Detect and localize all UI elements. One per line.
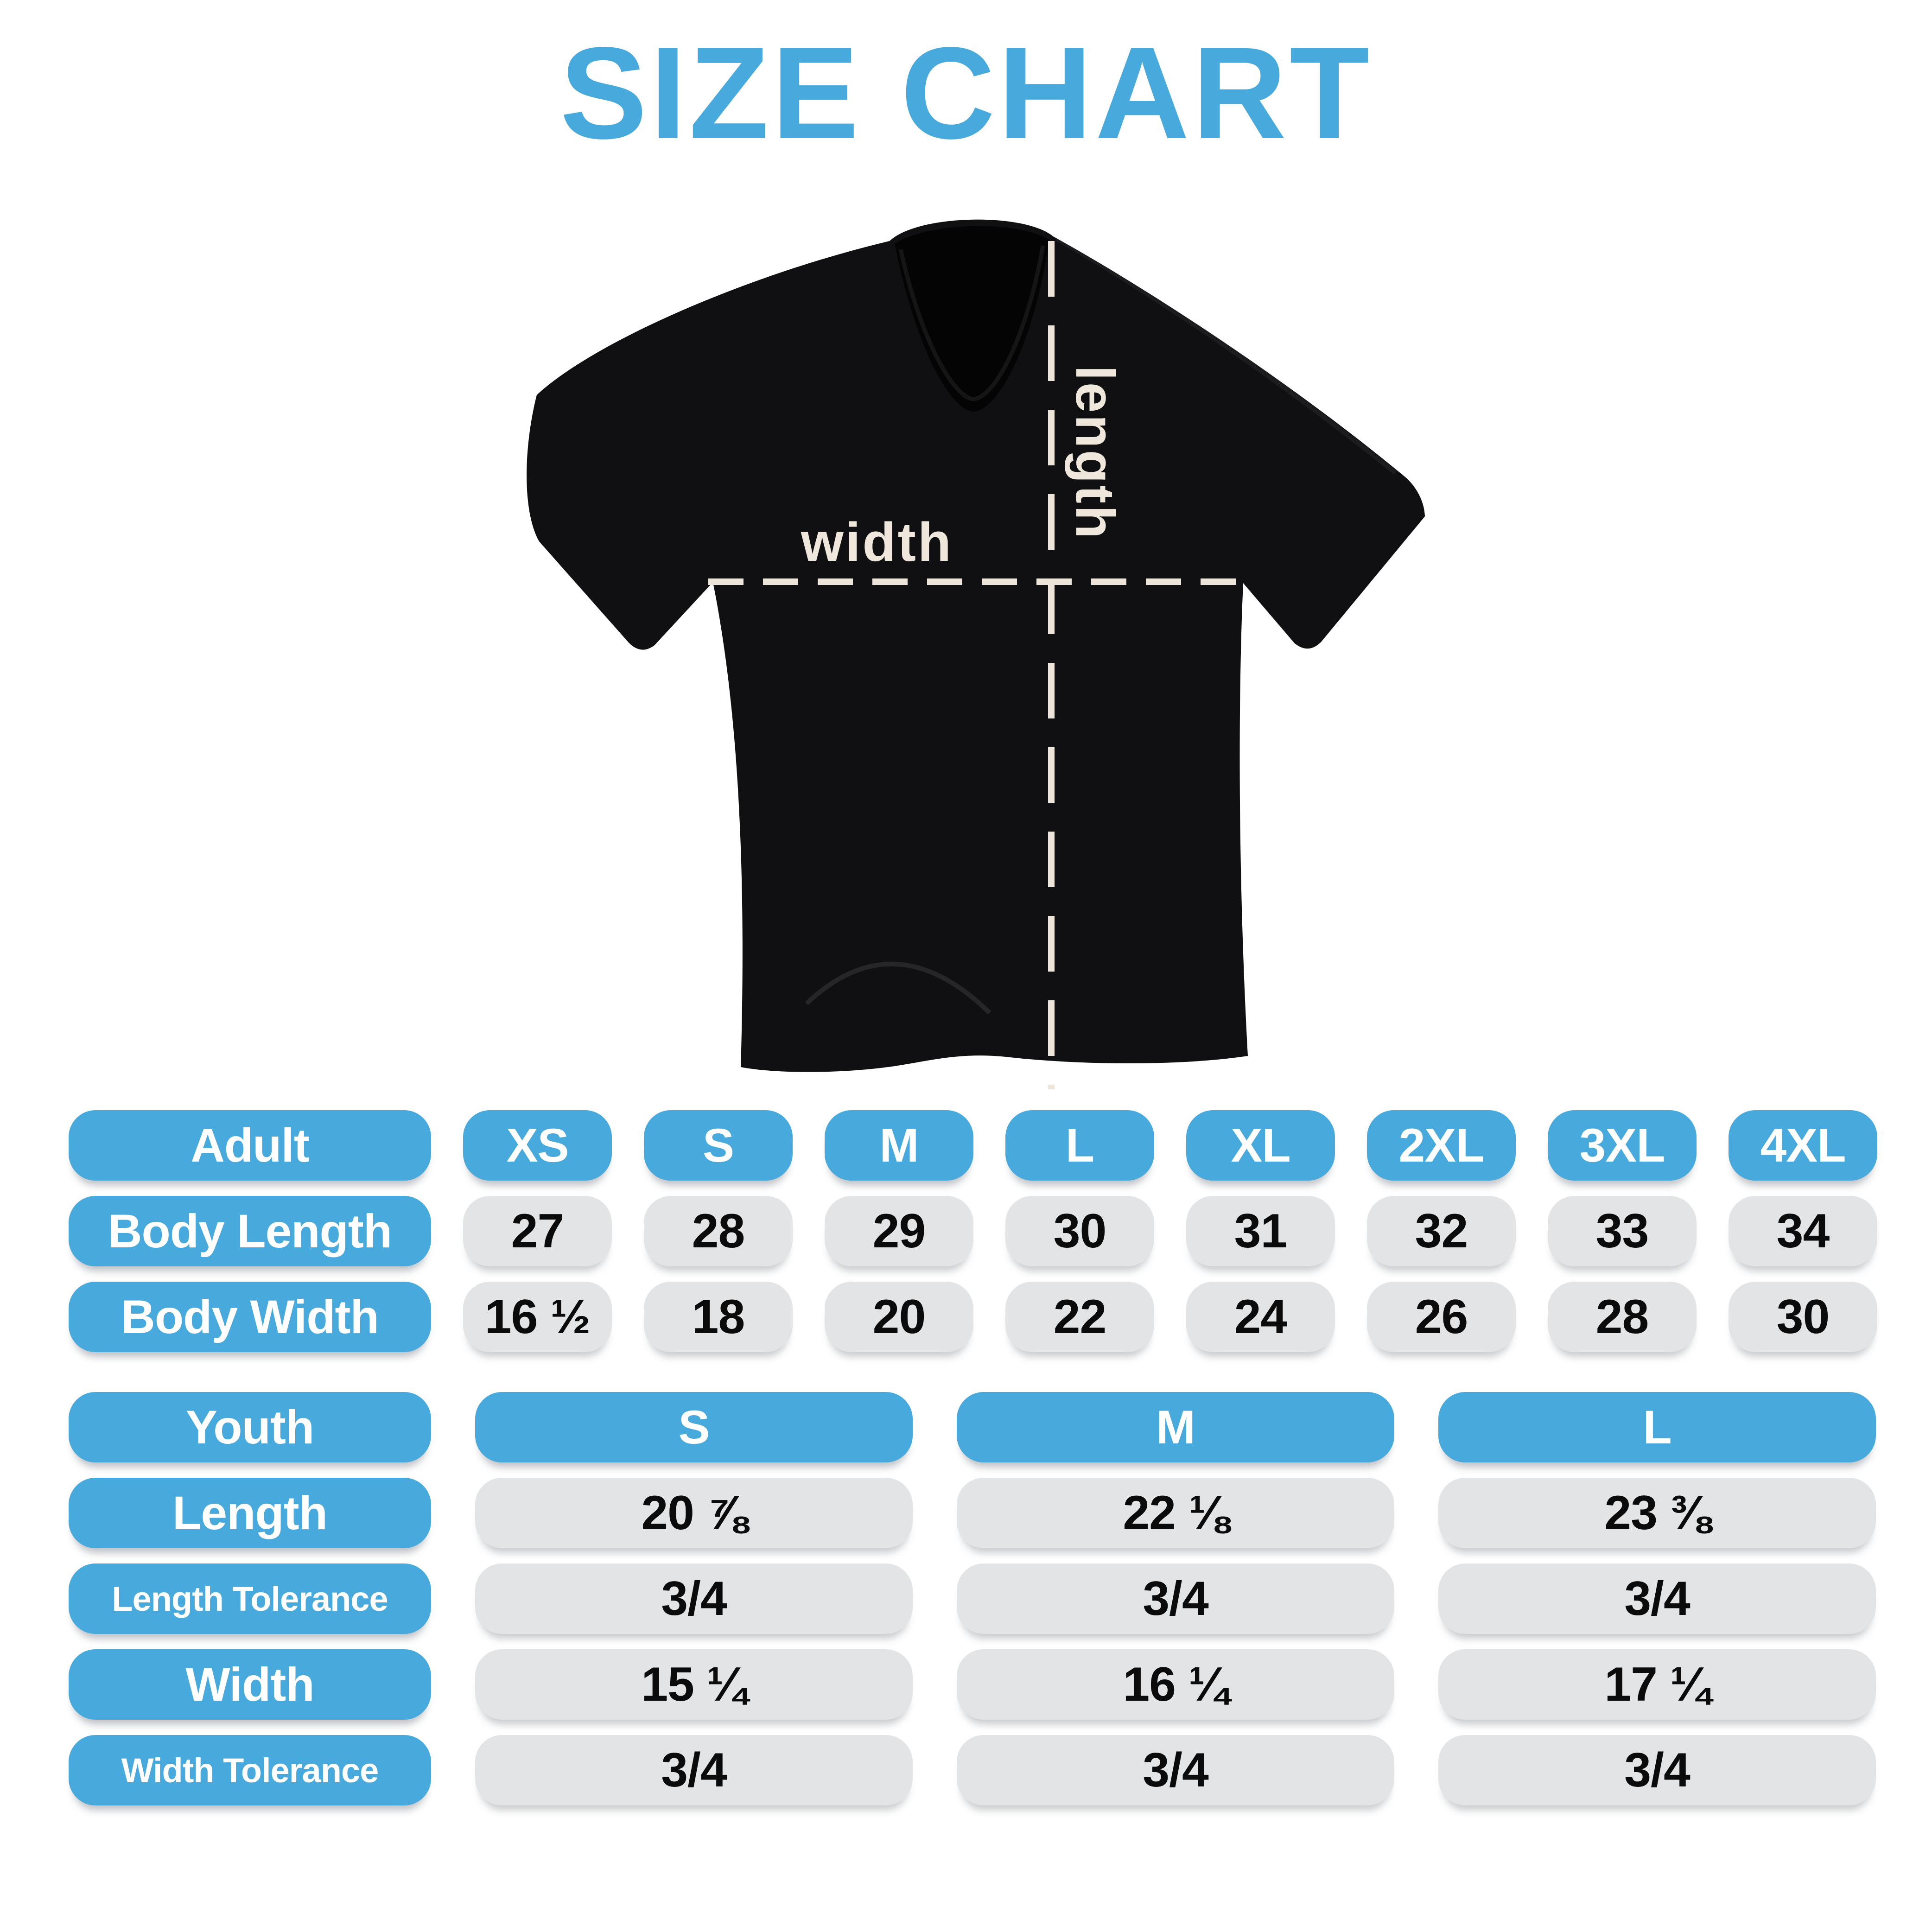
body-width-value-xl: 24 [1186, 1282, 1335, 1352]
collar-band-seam [898, 245, 1045, 401]
tshirt-diagram: width length [487, 195, 1460, 1099]
body-width-value-l: 22 [1005, 1282, 1154, 1352]
body-length-value-xs: 27 [463, 1196, 612, 1266]
youth-width-value-l: 17 ¼ [1438, 1649, 1876, 1720]
body-length-value-s: 28 [644, 1196, 793, 1266]
adult-header-3xl: 3XL [1548, 1110, 1697, 1181]
youth-width-value-m: 16 ¼ [957, 1649, 1394, 1720]
body-length-value-xl: 31 [1186, 1196, 1335, 1266]
adult-header-2xl: 2XL [1367, 1110, 1516, 1181]
adult-size-table: Adult XS S M L XL 2XL 3XL 4XL Body Lengt… [69, 1110, 1877, 1352]
adult-header-xs: XS [463, 1110, 612, 1181]
adult-row-label-body-width: Body Width [69, 1282, 431, 1352]
adult-header-l: L [1005, 1110, 1154, 1181]
body-width-value-m: 20 [825, 1282, 973, 1352]
youth-width-tolerance-value-s: 3/4 [475, 1735, 913, 1805]
adult-header-s: S [644, 1110, 793, 1181]
shoulder-highlight [1055, 236, 1397, 475]
youth-length-value-m: 22 ⅛ [957, 1478, 1394, 1548]
youth-header-l: L [1438, 1392, 1876, 1462]
body-width-value-4xl: 30 [1729, 1282, 1877, 1352]
youth-header-s: S [475, 1392, 913, 1462]
body-width-value-s: 18 [644, 1282, 793, 1352]
body-width-value-xs: 16 ½ [463, 1282, 612, 1352]
youth-width-tolerance-value-m: 3/4 [957, 1735, 1394, 1805]
adult-header-xl: XL [1186, 1110, 1335, 1181]
youth-width-tolerance-value-l: 3/4 [1438, 1735, 1876, 1805]
collar-opening [895, 226, 1049, 412]
youth-size-table: Youth S M L Length 20 ⅞ 22 ⅛ 23 ⅜ Length… [69, 1392, 1876, 1805]
hem-fold [805, 961, 991, 1015]
youth-length-value-s: 20 ⅞ [475, 1478, 913, 1548]
width-label: width [801, 512, 953, 573]
adult-table-corner: Adult [69, 1110, 431, 1181]
body-length-value-l: 30 [1005, 1196, 1154, 1266]
body-length-value-2xl: 32 [1367, 1196, 1516, 1266]
youth-length-tolerance-value-s: 3/4 [475, 1563, 913, 1634]
adult-row-label-body-length: Body Length [69, 1196, 431, 1266]
tshirt-silhouette [527, 219, 1425, 1072]
body-length-value-4xl: 34 [1729, 1196, 1877, 1266]
body-length-value-3xl: 33 [1548, 1196, 1697, 1266]
youth-length-value-l: 23 ⅜ [1438, 1478, 1876, 1548]
youth-length-tolerance-value-m: 3/4 [957, 1563, 1394, 1634]
adult-header-m: M [825, 1110, 973, 1181]
youth-row-label-length-tolerance: Length Tolerance [69, 1563, 431, 1634]
youth-row-label-length: Length [69, 1478, 431, 1548]
length-label: length [1064, 365, 1125, 540]
youth-width-value-s: 15 ¼ [475, 1649, 913, 1720]
body-length-value-m: 29 [825, 1196, 973, 1266]
page-title: SIZE CHART [560, 20, 1372, 166]
tshirt-graphic: width length [527, 219, 1425, 1089]
body-width-value-2xl: 26 [1367, 1282, 1516, 1352]
adult-header-4xl: 4XL [1729, 1110, 1877, 1181]
youth-row-label-width-tolerance: Width Tolerance [69, 1735, 431, 1805]
youth-row-label-width: Width [69, 1649, 431, 1720]
youth-table-corner: Youth [69, 1392, 431, 1462]
youth-header-m: M [957, 1392, 1394, 1462]
youth-length-tolerance-value-l: 3/4 [1438, 1563, 1876, 1634]
body-width-value-3xl: 28 [1548, 1282, 1697, 1352]
